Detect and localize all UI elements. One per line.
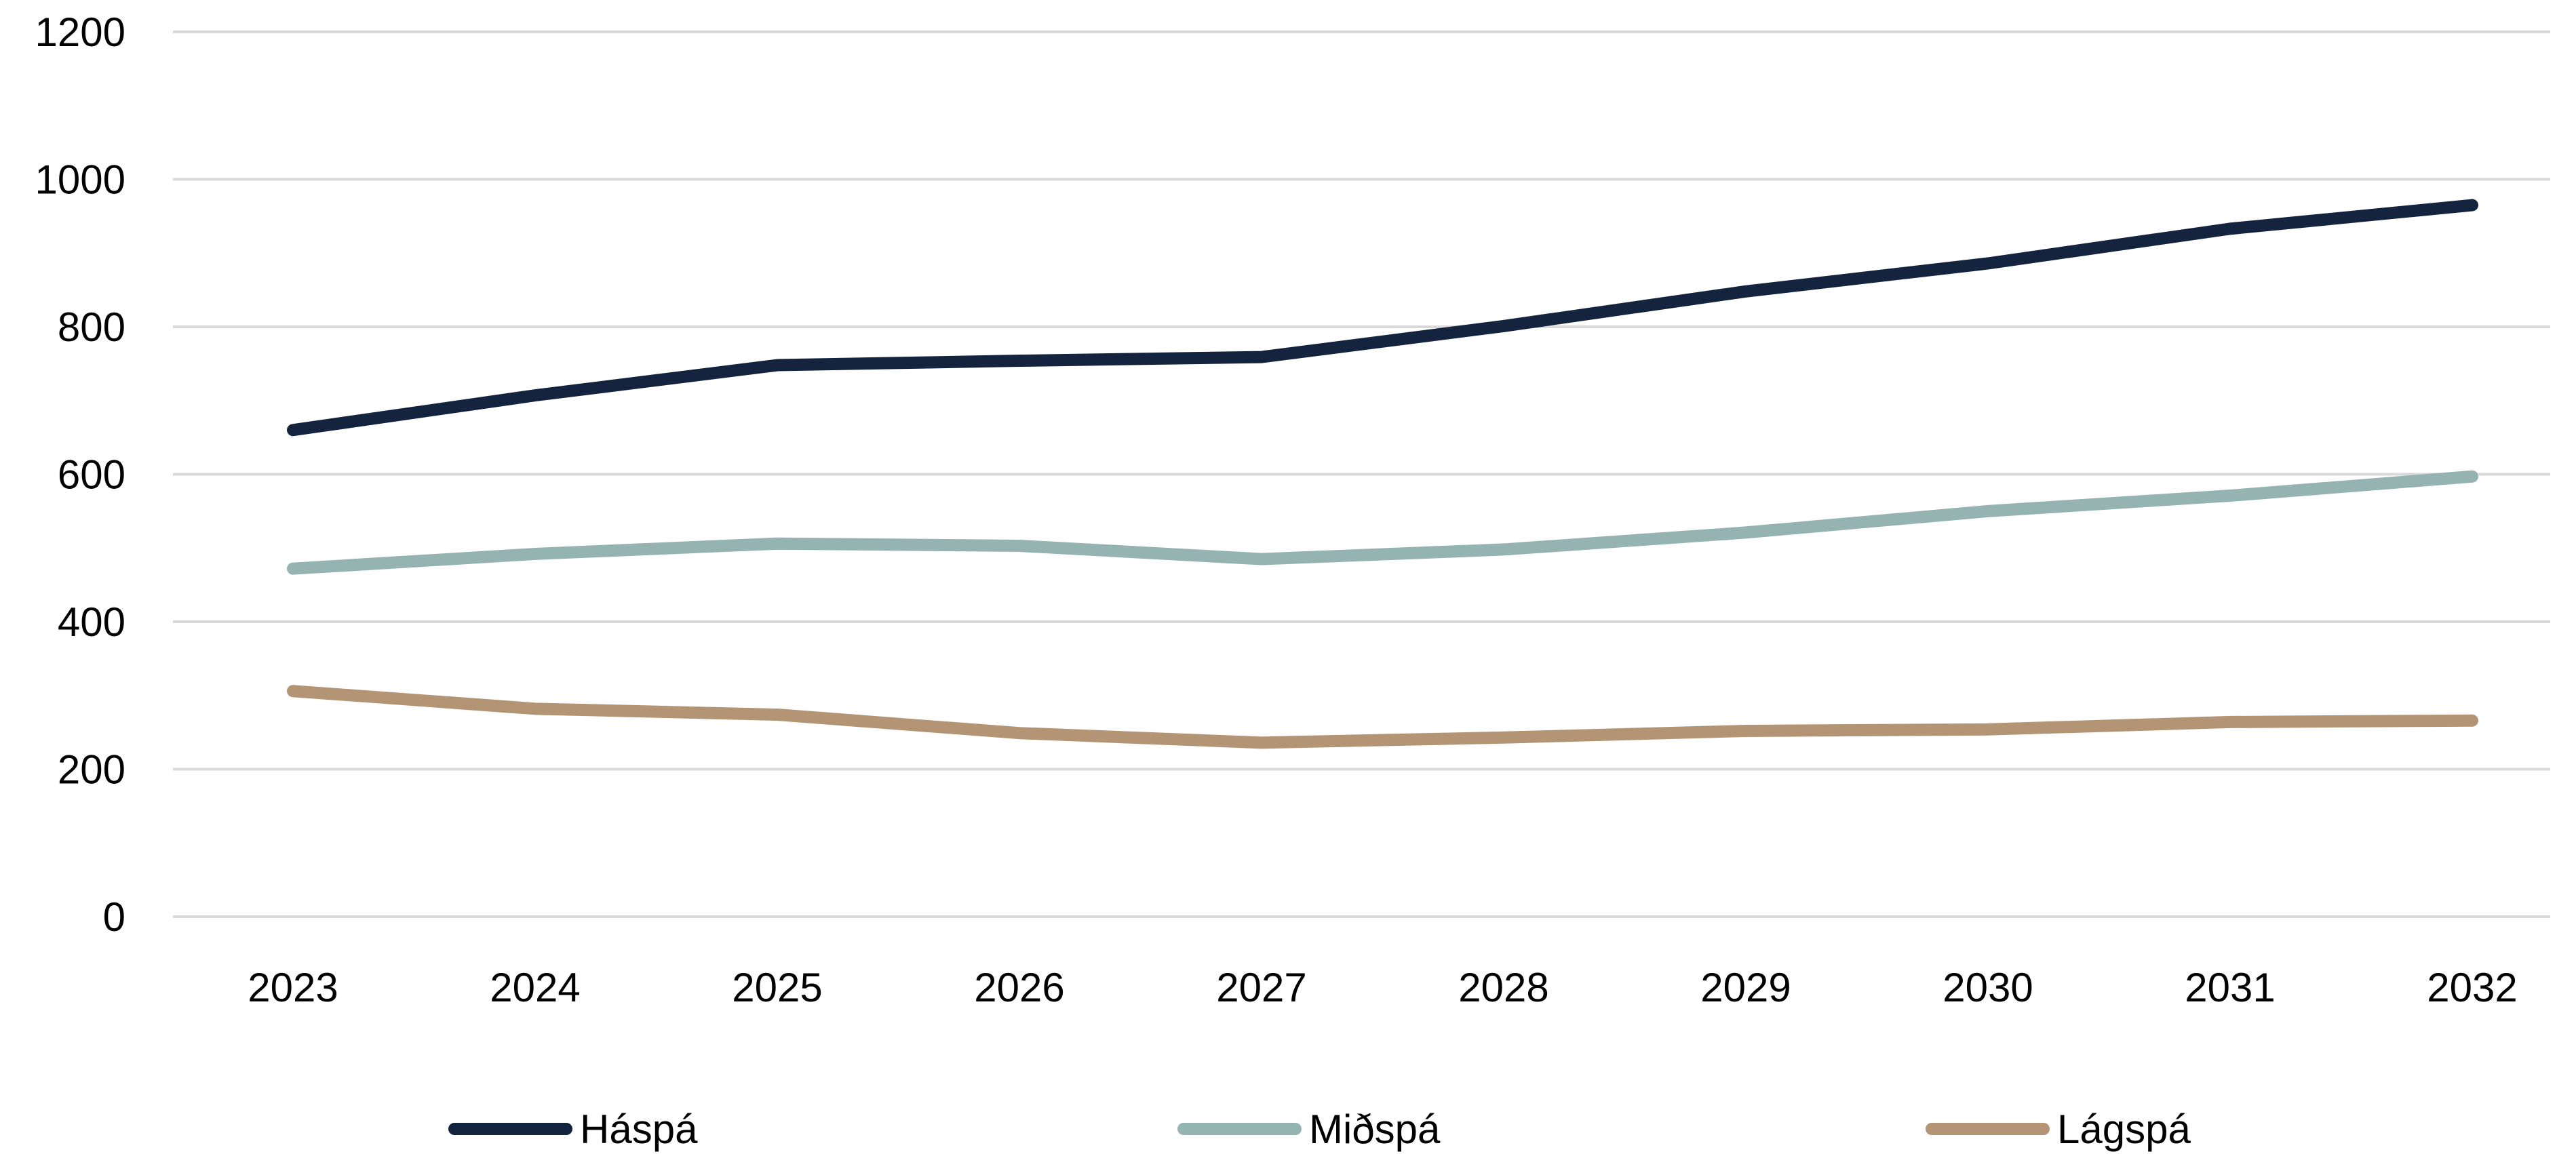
legend-label: Lágspá bbox=[2057, 1107, 2191, 1152]
y-tick-label: 0 bbox=[103, 894, 125, 940]
x-tick-label: 2027 bbox=[1216, 965, 1306, 1010]
x-tick-label: 2025 bbox=[732, 965, 822, 1010]
x-tick-label: 2024 bbox=[490, 965, 580, 1010]
y-tick-label: 200 bbox=[58, 747, 125, 793]
series-line-2 bbox=[287, 685, 2478, 749]
x-tick-label: 2032 bbox=[2427, 965, 2517, 1010]
y-axis-tick-labels: 0 200 400 600 800 1000 1200 bbox=[35, 9, 125, 940]
x-tick-label: 2023 bbox=[248, 965, 338, 1010]
legend-item-0: Háspá bbox=[448, 1107, 698, 1152]
y-tick-label: 1000 bbox=[35, 157, 125, 203]
x-tick-label: 2030 bbox=[1943, 965, 2033, 1010]
legend-label: Miðspá bbox=[1309, 1107, 1441, 1152]
y-tick-label: 600 bbox=[58, 452, 125, 498]
legend-label: Háspá bbox=[580, 1107, 698, 1152]
y-tick-label: 400 bbox=[58, 599, 125, 645]
x-tick-label: 2026 bbox=[974, 965, 1064, 1010]
y-tick-label: 800 bbox=[58, 304, 125, 350]
series-line-1 bbox=[287, 470, 2478, 575]
gridlines bbox=[173, 31, 2550, 918]
x-tick-label: 2031 bbox=[2185, 965, 2275, 1010]
legend: Háspá Miðspá Lágspá bbox=[448, 1107, 2191, 1152]
legend-item-2: Lágspá bbox=[1926, 1107, 2191, 1152]
series-lines bbox=[287, 199, 2478, 749]
x-tick-label: 2028 bbox=[1458, 965, 1548, 1010]
legend-item-1: Miðspá bbox=[1177, 1107, 1441, 1152]
y-tick-label: 1200 bbox=[35, 9, 125, 55]
series-line-0 bbox=[287, 199, 2478, 437]
x-tick-label: 2029 bbox=[1700, 965, 1791, 1010]
x-axis-tick-labels: 2023 2024 2025 2026 2027 2028 2029 2030 2031 2032 bbox=[248, 965, 2517, 1010]
